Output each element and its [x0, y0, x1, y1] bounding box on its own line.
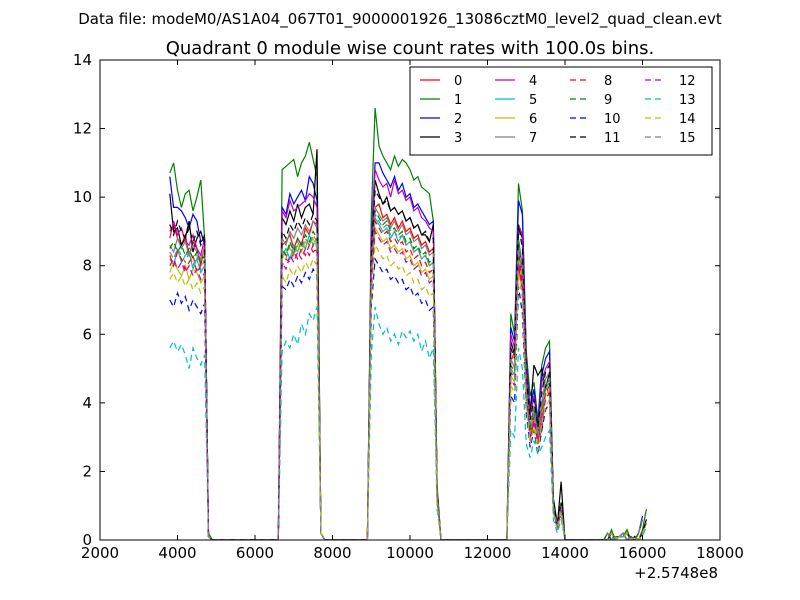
legend-label: 14 — [679, 112, 696, 127]
legend-label: 0 — [454, 74, 462, 89]
y-tick-label: 10 — [73, 188, 92, 206]
series-line-14 — [169, 243, 647, 540]
series-line-13 — [169, 306, 647, 540]
x-tick-label: 18000 — [696, 544, 744, 562]
legend-label: 13 — [679, 93, 696, 108]
legend-label: 15 — [679, 131, 696, 146]
series-line-15 — [169, 212, 644, 540]
series-line-6 — [169, 225, 647, 540]
y-tick-label: 12 — [73, 120, 92, 138]
legend-label: 3 — [454, 131, 462, 146]
legend-label: 9 — [604, 93, 612, 108]
series-line-8 — [169, 219, 647, 540]
legend-label: 5 — [529, 93, 537, 108]
y-tick-label: 2 — [82, 462, 92, 480]
series-line-9 — [169, 208, 644, 540]
series-line-0 — [169, 202, 644, 540]
x-tick-label: 6000 — [236, 544, 274, 562]
chart-suptitle: Data file: modeM0/AS1A04_067T01_90000019… — [78, 10, 722, 29]
legend-label: 4 — [529, 74, 537, 89]
y-tick-label: 14 — [73, 51, 92, 69]
legend-label: 8 — [604, 74, 612, 89]
x-tick-label: 4000 — [158, 544, 196, 562]
y-tick-label: 6 — [82, 325, 92, 343]
x-tick-label: 8000 — [313, 544, 351, 562]
legend-label: 7 — [529, 131, 537, 146]
series-line-7 — [169, 205, 644, 540]
series-line-1 — [169, 107, 647, 540]
series-line-5 — [169, 215, 647, 540]
chart-title: Quadrant 0 module wise count rates with … — [166, 38, 655, 59]
x-tick-label: 14000 — [541, 544, 589, 562]
x-tick-label: 12000 — [464, 544, 512, 562]
legend-label: 12 — [679, 74, 696, 89]
series-line-12 — [169, 229, 647, 540]
x-tick-label: 16000 — [619, 544, 667, 562]
series-line-4 — [169, 169, 644, 540]
series-layer — [169, 107, 647, 540]
axis-ticks: 2000 4000 6000 8000 10000 12000 14000 16000 1800… — [73, 51, 744, 562]
legend-label: 10 — [604, 112, 621, 127]
legend-label: 6 — [529, 112, 537, 127]
y-tick-label: 8 — [82, 257, 92, 275]
series-line-10 — [169, 256, 647, 540]
x-tick-label: 2000 — [81, 544, 119, 562]
y-tick-label: 0 — [82, 531, 92, 549]
y-tick-label: 4 — [82, 394, 92, 412]
series-line-3 — [169, 149, 647, 540]
x-offset-label: +2.5748e8 — [634, 564, 718, 582]
legend-label: 11 — [604, 131, 621, 146]
legend-box — [409, 66, 713, 156]
legend-label: 1 — [454, 93, 462, 108]
legend-label: 2 — [454, 112, 462, 127]
x-tick-label: 10000 — [386, 544, 434, 562]
series-line-2 — [169, 162, 644, 540]
